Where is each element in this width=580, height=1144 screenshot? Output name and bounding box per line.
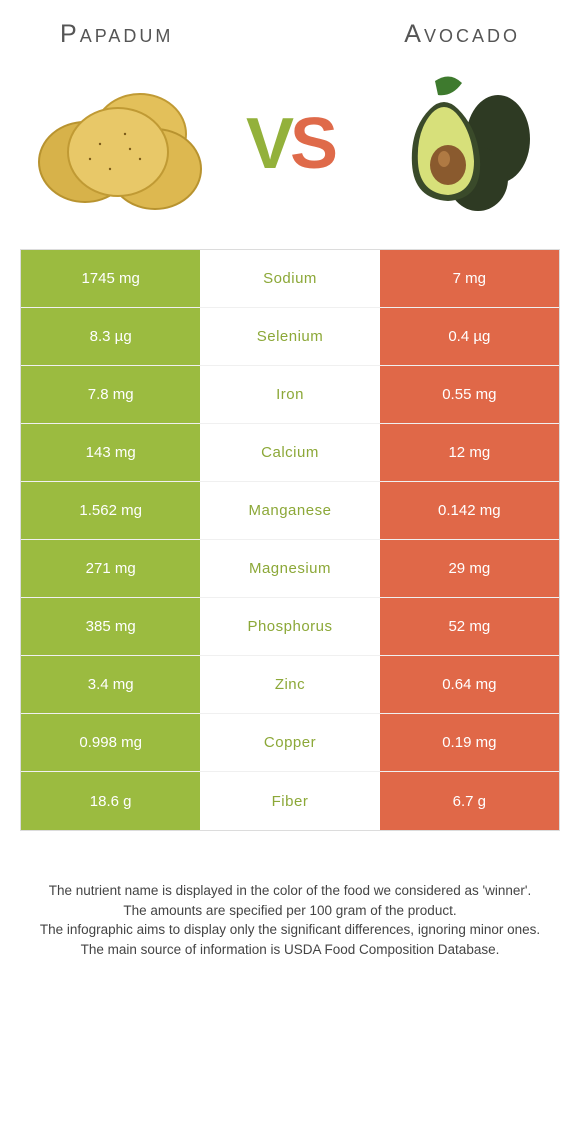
vs-v: V: [246, 104, 290, 184]
nutrient-label: Sodium: [200, 250, 379, 307]
left-value: 271 mg: [21, 540, 200, 597]
right-value: 0.142 mg: [380, 482, 559, 539]
header: Papadum Avocado: [0, 0, 580, 59]
left-value: 1745 mg: [21, 250, 200, 307]
nutrient-label: Copper: [200, 714, 379, 771]
left-value: 18.6 g: [21, 772, 200, 830]
nutrient-row: 7.8 mgIron0.55 mg: [21, 366, 559, 424]
right-value: 0.19 mg: [380, 714, 559, 771]
left-value: 7.8 mg: [21, 366, 200, 423]
right-value: 0.64 mg: [380, 656, 559, 713]
right-value: 29 mg: [380, 540, 559, 597]
nutrient-row: 3.4 mgZinc0.64 mg: [21, 656, 559, 714]
right-value: 6.7 g: [380, 772, 559, 830]
left-food-title: Papadum: [60, 20, 173, 49]
nutrient-label: Magnesium: [200, 540, 379, 597]
footer-line-3: The infographic aims to display only the…: [30, 920, 550, 940]
nutrient-label: Phosphorus: [200, 598, 379, 655]
footer-line-4: The main source of information is USDA F…: [30, 940, 550, 960]
nutrient-label: Manganese: [200, 482, 379, 539]
nutrient-row: 18.6 gFiber6.7 g: [21, 772, 559, 830]
left-value: 8.3 µg: [21, 308, 200, 365]
nutrient-row: 0.998 mgCopper0.19 mg: [21, 714, 559, 772]
left-value: 385 mg: [21, 598, 200, 655]
left-value: 3.4 mg: [21, 656, 200, 713]
nutrient-label: Iron: [200, 366, 379, 423]
right-value: 7 mg: [380, 250, 559, 307]
left-value: 1.562 mg: [21, 482, 200, 539]
right-value: 0.55 mg: [380, 366, 559, 423]
hero-row: VS: [0, 59, 580, 249]
nutrient-row: 1.562 mgManganese0.142 mg: [21, 482, 559, 540]
vs-s: S: [290, 104, 334, 184]
nutrient-row: 1745 mgSodium7 mg: [21, 250, 559, 308]
nutrient-table: 1745 mgSodium7 mg8.3 µgSelenium0.4 µg7.8…: [20, 249, 560, 831]
nutrient-label: Fiber: [200, 772, 379, 830]
nutrient-label: Selenium: [200, 308, 379, 365]
left-value: 143 mg: [21, 424, 200, 481]
footer-notes: The nutrient name is displayed in the co…: [0, 831, 580, 979]
footer-line-2: The amounts are specified per 100 gram o…: [30, 901, 550, 921]
nutrient-label: Calcium: [200, 424, 379, 481]
nutrient-row: 8.3 µgSelenium0.4 µg: [21, 308, 559, 366]
vs-label: VS: [246, 108, 334, 180]
avocado-image: [370, 69, 550, 219]
papadum-image: [30, 69, 210, 219]
right-value: 52 mg: [380, 598, 559, 655]
right-food-title: Avocado: [404, 20, 520, 49]
nutrient-row: 385 mgPhosphorus52 mg: [21, 598, 559, 656]
left-value: 0.998 mg: [21, 714, 200, 771]
nutrient-label: Zinc: [200, 656, 379, 713]
nutrient-row: 143 mgCalcium12 mg: [21, 424, 559, 482]
footer-line-1: The nutrient name is displayed in the co…: [30, 881, 550, 901]
nutrient-row: 271 mgMagnesium29 mg: [21, 540, 559, 598]
right-value: 12 mg: [380, 424, 559, 481]
right-value: 0.4 µg: [380, 308, 559, 365]
